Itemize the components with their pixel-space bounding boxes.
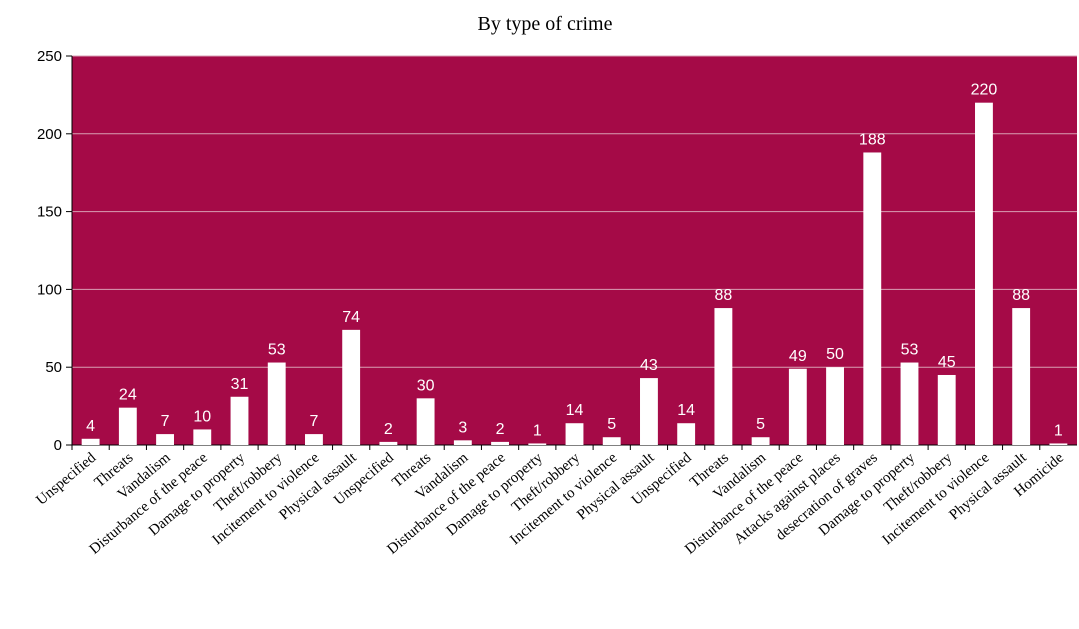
bar xyxy=(937,374,956,445)
data-label: 88 xyxy=(1012,287,1030,304)
bar xyxy=(1049,443,1068,445)
data-label: 7 xyxy=(161,413,170,430)
y-tick-label: 150 xyxy=(37,204,62,221)
bar xyxy=(416,398,435,445)
data-label: 53 xyxy=(901,342,919,359)
bar xyxy=(1012,308,1031,445)
plot-area xyxy=(72,56,1077,445)
data-label: 30 xyxy=(417,377,435,394)
data-label: 88 xyxy=(714,287,732,304)
data-label: 1 xyxy=(1054,422,1063,439)
data-label: 74 xyxy=(342,309,360,326)
bar xyxy=(602,437,621,445)
bar xyxy=(565,423,584,445)
data-label: 1 xyxy=(533,422,542,439)
data-label: 3 xyxy=(458,419,467,436)
data-label: 50 xyxy=(826,346,844,363)
bar xyxy=(751,437,770,445)
bar xyxy=(528,443,547,445)
bar xyxy=(714,308,733,445)
data-label: 43 xyxy=(640,357,658,374)
y-tick-label: 50 xyxy=(45,359,62,376)
data-label: 45 xyxy=(938,354,956,371)
bar xyxy=(677,423,696,445)
data-label: 14 xyxy=(677,402,695,419)
data-label: 4 xyxy=(86,418,95,435)
bar xyxy=(640,378,658,445)
bar xyxy=(788,368,807,445)
data-label: 24 xyxy=(119,387,137,404)
bar xyxy=(81,438,100,445)
bar xyxy=(491,441,509,445)
bar xyxy=(267,362,286,445)
data-label: 7 xyxy=(309,413,318,430)
data-label: 2 xyxy=(496,421,505,438)
data-label: 5 xyxy=(756,416,765,433)
y-tick-label: 0 xyxy=(54,437,62,454)
data-label: 5 xyxy=(607,416,616,433)
bar xyxy=(118,407,137,445)
data-label: 31 xyxy=(231,376,249,393)
bar xyxy=(305,434,323,445)
bars xyxy=(81,102,1068,446)
y-tick-label: 200 xyxy=(37,126,62,143)
data-label: 53 xyxy=(268,342,286,359)
bar xyxy=(863,152,882,446)
chart-title: By type of crime xyxy=(478,13,613,35)
bar xyxy=(900,362,919,445)
data-label: 14 xyxy=(566,402,584,419)
data-label: 2 xyxy=(384,421,393,438)
y-tick-label: 250 xyxy=(37,48,62,65)
bar xyxy=(379,441,398,445)
data-label: 10 xyxy=(193,408,211,425)
bar xyxy=(975,102,993,446)
bar xyxy=(230,396,249,445)
bar xyxy=(156,434,174,445)
y-tick-label: 100 xyxy=(37,281,62,298)
bar xyxy=(342,329,361,445)
bar xyxy=(193,429,212,445)
bar xyxy=(453,440,472,445)
data-label: 49 xyxy=(789,348,807,365)
x-tick-label: Unspecified xyxy=(33,449,99,508)
data-label: 188 xyxy=(859,131,886,148)
bar xyxy=(826,367,844,445)
data-label: 220 xyxy=(971,82,998,99)
